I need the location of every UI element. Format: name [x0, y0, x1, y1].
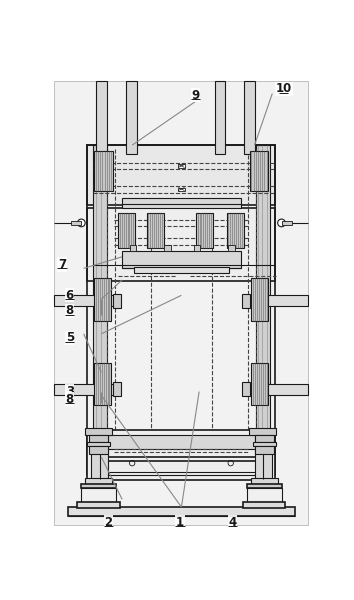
- Bar: [95, 278, 112, 321]
- Bar: [215, 81, 225, 154]
- Bar: [87, 145, 275, 205]
- Bar: [196, 213, 213, 248]
- Bar: [244, 81, 255, 154]
- Bar: [227, 213, 244, 248]
- Bar: [55, 295, 118, 306]
- Text: 8: 8: [65, 393, 74, 406]
- Bar: [216, 81, 224, 154]
- Bar: [253, 442, 276, 446]
- Bar: [130, 245, 136, 251]
- Bar: [71, 221, 81, 225]
- Bar: [96, 81, 107, 154]
- Bar: [245, 81, 253, 154]
- Bar: [242, 382, 250, 396]
- Bar: [95, 151, 113, 191]
- Bar: [89, 446, 108, 454]
- Bar: [122, 251, 241, 268]
- Bar: [134, 267, 229, 273]
- Text: 8: 8: [65, 304, 74, 317]
- Bar: [243, 502, 285, 508]
- Circle shape: [78, 219, 85, 227]
- Text: 3: 3: [66, 385, 74, 398]
- Bar: [122, 197, 241, 208]
- Bar: [251, 278, 268, 321]
- Circle shape: [278, 219, 285, 227]
- Bar: [68, 507, 295, 516]
- Bar: [91, 430, 108, 480]
- Bar: [99, 434, 264, 449]
- Text: 2: 2: [104, 516, 112, 529]
- Bar: [81, 488, 116, 502]
- Bar: [245, 384, 308, 395]
- Bar: [255, 436, 274, 442]
- Bar: [81, 484, 116, 488]
- Bar: [194, 245, 200, 251]
- Bar: [249, 428, 276, 436]
- Text: 9: 9: [191, 89, 199, 101]
- Bar: [95, 363, 112, 406]
- Text: 1: 1: [176, 516, 184, 529]
- Bar: [245, 295, 308, 306]
- Bar: [255, 430, 272, 480]
- Bar: [247, 484, 281, 488]
- Bar: [242, 294, 250, 308]
- Bar: [55, 384, 118, 395]
- Bar: [87, 208, 275, 281]
- Bar: [87, 442, 110, 446]
- Bar: [250, 151, 268, 191]
- Bar: [85, 478, 112, 484]
- Bar: [89, 436, 108, 442]
- Bar: [247, 488, 281, 502]
- Bar: [113, 382, 121, 396]
- Bar: [178, 164, 184, 168]
- Bar: [178, 187, 184, 191]
- Bar: [281, 221, 292, 225]
- Bar: [127, 81, 135, 154]
- Text: 5: 5: [65, 331, 74, 344]
- Bar: [85, 428, 112, 436]
- Bar: [256, 145, 270, 476]
- Bar: [165, 245, 171, 251]
- Bar: [97, 81, 105, 154]
- Bar: [228, 245, 235, 251]
- Bar: [147, 213, 164, 248]
- Text: 4: 4: [228, 516, 236, 529]
- Text: 10: 10: [276, 82, 292, 95]
- Text: 7: 7: [58, 258, 66, 271]
- Bar: [251, 478, 278, 484]
- Text: 6: 6: [65, 289, 74, 302]
- Bar: [113, 294, 121, 308]
- Bar: [78, 502, 120, 508]
- Bar: [93, 145, 107, 476]
- Bar: [126, 81, 137, 154]
- Bar: [118, 213, 135, 248]
- Bar: [87, 430, 275, 480]
- Bar: [255, 446, 274, 454]
- Bar: [87, 145, 275, 475]
- Bar: [251, 363, 268, 406]
